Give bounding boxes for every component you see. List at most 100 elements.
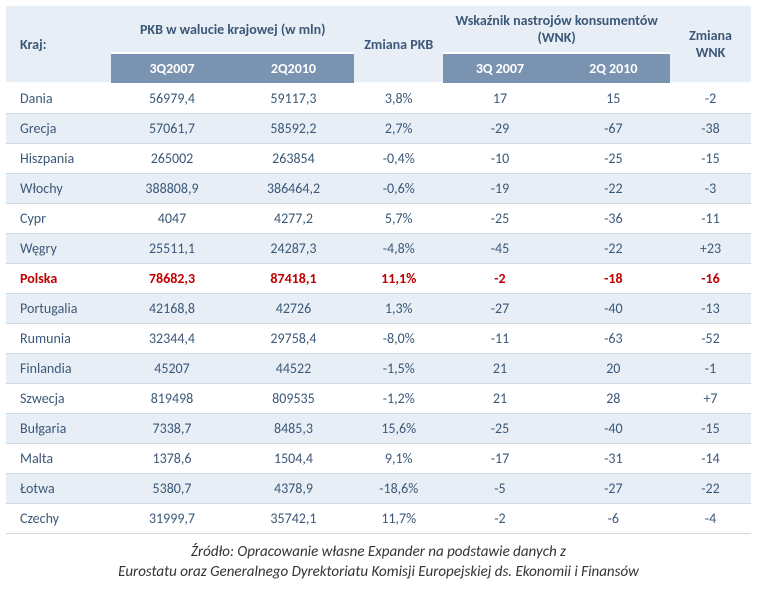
cell-pkb-change: -1,5% [354, 354, 443, 384]
source-line-2: Eurostatu oraz Generalnego Dyrektoriatu … [118, 563, 639, 581]
table-row: Malta1378,61504,49,1%-17-31-14 [6, 444, 751, 474]
cell-country: Grecja [6, 114, 111, 144]
cell-pkb-2q2010: 386464,2 [233, 174, 354, 204]
cell-wnk-change: -16 [670, 264, 751, 294]
cell-pkb-change: -8,0% [354, 324, 443, 354]
cell-pkb-2q2010: 263854 [233, 144, 354, 174]
cell-wnk-3q2007: -5 [443, 474, 556, 504]
cell-wnk-2q2010: -25 [557, 144, 670, 174]
cell-wnk-3q2007: -29 [443, 114, 556, 144]
cell-wnk-2q2010: -40 [557, 414, 670, 444]
table-row: Szwecja819498809535-1,2%2128+7 [6, 384, 751, 414]
cell-country: Portugalia [6, 294, 111, 324]
cell-wnk-3q2007: -27 [443, 294, 556, 324]
cell-wnk-change: -1 [670, 354, 751, 384]
cell-pkb-3q2007: 78682,3 [111, 264, 232, 294]
cell-wnk-change: -15 [670, 144, 751, 174]
col-header-country: Kraj: [6, 6, 111, 83]
cell-country: Rumunia [6, 324, 111, 354]
cell-wnk-change: -38 [670, 114, 751, 144]
cell-wnk-2q2010: -36 [557, 204, 670, 234]
cell-wnk-change: -2 [670, 83, 751, 114]
table-row: Bułgaria7338,78485,315,6%-25-40-15 [6, 414, 751, 444]
cell-pkb-2q2010: 1504,4 [233, 444, 354, 474]
cell-pkb-3q2007: 32344,4 [111, 324, 232, 354]
cell-wnk-change: -11 [670, 204, 751, 234]
cell-wnk-change: -4 [670, 504, 751, 534]
table-row: Finlandia4520744522-1,5%2120-1 [6, 354, 751, 384]
cell-country: Węgry [6, 234, 111, 264]
cell-wnk-3q2007: -17 [443, 444, 556, 474]
cell-pkb-3q2007: 819498 [111, 384, 232, 414]
cell-country: Polska [6, 264, 111, 294]
cell-wnk-2q2010: 28 [557, 384, 670, 414]
col-subheader-pkb-2q2010: 2Q2010 [233, 53, 354, 83]
table-row: Polska78682,387418,111,1%-2-18-16 [6, 264, 751, 294]
cell-wnk-change: -14 [670, 444, 751, 474]
cell-country: Szwecja [6, 384, 111, 414]
cell-wnk-change: +23 [670, 234, 751, 264]
cell-pkb-change: 9,1% [354, 444, 443, 474]
table-row: Czechy31999,735742,111,7%-2-6-4 [6, 504, 751, 534]
cell-country: Czechy [6, 504, 111, 534]
table-row: Hiszpania265002263854-0,4%-10-25-15 [6, 144, 751, 174]
cell-pkb-change: 11,1% [354, 264, 443, 294]
cell-wnk-3q2007: -19 [443, 174, 556, 204]
cell-wnk-3q2007: -2 [443, 504, 556, 534]
cell-wnk-3q2007: -25 [443, 204, 556, 234]
cell-wnk-change: -3 [670, 174, 751, 204]
cell-wnk-3q2007: 17 [443, 83, 556, 114]
cell-pkb-change: 11,7% [354, 504, 443, 534]
cell-pkb-2q2010: 87418,1 [233, 264, 354, 294]
cell-wnk-2q2010: -31 [557, 444, 670, 474]
col-header-pkb: PKB w walucie krajowej (w mln) [111, 6, 354, 53]
col-subheader-wnk-2q2010: 2Q 2010 [557, 53, 670, 83]
cell-pkb-change: 5,7% [354, 204, 443, 234]
cell-pkb-2q2010: 4277,2 [233, 204, 354, 234]
cell-pkb-change: 1,3% [354, 294, 443, 324]
cell-pkb-change: -1,2% [354, 384, 443, 414]
cell-pkb-3q2007: 25511,1 [111, 234, 232, 264]
table-row: Grecja57061,758592,22,7%-29-67-38 [6, 114, 751, 144]
cell-pkb-2q2010: 35742,1 [233, 504, 354, 534]
cell-wnk-2q2010: -22 [557, 174, 670, 204]
cell-pkb-change: 2,7% [354, 114, 443, 144]
cell-country: Włochy [6, 174, 111, 204]
table-row: Rumunia32344,429758,4-8,0%-11-63-52 [6, 324, 751, 354]
cell-pkb-2q2010: 24287,3 [233, 234, 354, 264]
cell-pkb-change: -0,6% [354, 174, 443, 204]
cell-wnk-3q2007: -45 [443, 234, 556, 264]
cell-wnk-2q2010: -67 [557, 114, 670, 144]
col-header-wnk: Wskaźnik nastrojów konsumentów (WNK) [443, 6, 670, 53]
cell-pkb-change: 3,8% [354, 83, 443, 114]
source-citation: Źródło: Opracowanie własne Expander na p… [6, 542, 751, 583]
cell-wnk-3q2007: 21 [443, 384, 556, 414]
cell-wnk-3q2007: -11 [443, 324, 556, 354]
cell-pkb-3q2007: 5380,7 [111, 474, 232, 504]
cell-country: Dania [6, 83, 111, 114]
cell-pkb-3q2007: 56979,4 [111, 83, 232, 114]
cell-pkb-change: -0,4% [354, 144, 443, 174]
cell-pkb-3q2007: 45207 [111, 354, 232, 384]
cell-wnk-3q2007: 21 [443, 354, 556, 384]
cell-wnk-2q2010: -22 [557, 234, 670, 264]
cell-wnk-change: -22 [670, 474, 751, 504]
cell-country: Cypr [6, 204, 111, 234]
col-header-wnk-change: Zmiana WNK [670, 6, 751, 83]
cell-pkb-change: -18,6% [354, 474, 443, 504]
cell-pkb-2q2010: 58592,2 [233, 114, 354, 144]
cell-wnk-change: -15 [670, 414, 751, 444]
table-row: Dania56979,459117,33,8%1715-2 [6, 83, 751, 114]
cell-wnk-2q2010: -18 [557, 264, 670, 294]
cell-pkb-3q2007: 4047 [111, 204, 232, 234]
cell-pkb-3q2007: 388808,9 [111, 174, 232, 204]
table-header-row-1: Kraj: PKB w walucie krajowej (w mln) Zmi… [6, 6, 751, 53]
cell-wnk-3q2007: -25 [443, 414, 556, 444]
cell-country: Łotwa [6, 474, 111, 504]
cell-pkb-2q2010: 809535 [233, 384, 354, 414]
cell-wnk-2q2010: 15 [557, 83, 670, 114]
cell-country: Bułgaria [6, 414, 111, 444]
cell-wnk-2q2010: 20 [557, 354, 670, 384]
cell-pkb-2q2010: 4378,9 [233, 474, 354, 504]
cell-wnk-change: -52 [670, 324, 751, 354]
